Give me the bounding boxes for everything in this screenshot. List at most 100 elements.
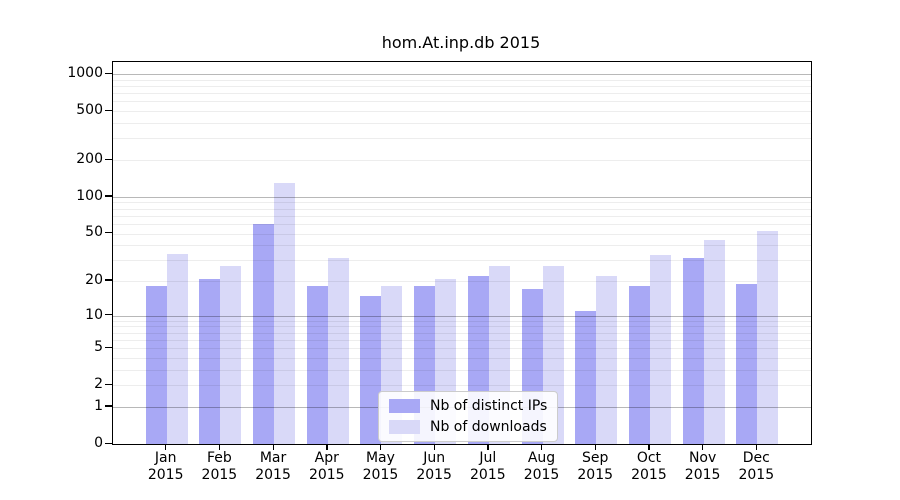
y-tick: [105, 383, 112, 385]
gridline-minor: [113, 260, 811, 262]
x-tick-year: 2015: [147, 467, 184, 483]
y-tick: [105, 109, 112, 111]
gridline-minor: [113, 138, 811, 140]
y-tick-label: 100: [76, 187, 103, 204]
y-tick: [105, 158, 112, 160]
x-tick: [648, 445, 650, 450]
y-tick: [105, 231, 112, 234]
bar-distinct-ips-jan: [145, 286, 167, 444]
x-tick-year: 2015: [577, 467, 614, 483]
bar-distinct-ips-dec: [736, 283, 758, 444]
gridline-major: [113, 315, 811, 317]
gridline-minor: [113, 93, 811, 95]
x-tick-label: Apr 2015: [295, 450, 359, 484]
x-tick-label: Jun 2015: [402, 450, 466, 484]
x-tick-year: 2015: [470, 467, 506, 483]
gridline-minor: [113, 357, 811, 359]
gridline-minor: [113, 233, 811, 235]
x-tick-label: Mar 2015: [241, 450, 305, 484]
x-tick-label: Jul 2015: [456, 450, 520, 484]
bar-distinct-ips-oct: [628, 286, 650, 444]
y-tick: [105, 405, 112, 407]
gridline-minor: [113, 326, 811, 328]
bar-downloads-nov: [703, 240, 725, 444]
y-tick-label: 5: [94, 339, 103, 356]
bar-downloads-feb: [220, 265, 242, 444]
x-tick-year: 2015: [684, 467, 721, 483]
legend-swatch-distinct-ips: [389, 399, 420, 413]
x-tick-label: Sep 2015: [563, 450, 627, 484]
x-tick-label: Dec 2015: [724, 450, 788, 484]
gridline-minor: [113, 369, 811, 371]
bar-distinct-ips-nov: [682, 258, 704, 444]
y-tick-label: 200: [76, 151, 103, 167]
gridline-minor: [113, 101, 811, 103]
gridline-minor: [113, 202, 811, 204]
y-tick: [105, 314, 112, 316]
bar-downloads-sep: [596, 276, 618, 444]
x-tick-year: 2015: [631, 467, 667, 483]
x-tick: [487, 445, 489, 450]
gridline-minor: [113, 339, 811, 341]
gridline-major: [113, 74, 811, 75]
bar-downloads-apr: [327, 258, 349, 444]
bar-downloads-jan: [166, 253, 188, 444]
bar-downloads-dec: [757, 231, 779, 444]
gridline-minor: [113, 348, 811, 350]
x-tick-label: Feb 2015: [187, 450, 251, 484]
legend-label: Nb of distinct IPs: [430, 398, 548, 414]
x-tick: [755, 445, 758, 450]
x-tick: [702, 445, 704, 450]
gridline-minor: [113, 160, 811, 161]
x-tick-year: 2015: [308, 467, 345, 483]
grid-layer: [113, 62, 811, 444]
y-tick-label: 0: [94, 435, 103, 451]
x-tick-label: May 2015: [348, 450, 412, 484]
x-tick-label: Oct 2015: [617, 450, 681, 484]
legend-item: Nb of downloads: [389, 419, 547, 435]
x-tick-label: Nov 2015: [671, 450, 735, 484]
x-tick-label: Aug 2015: [510, 450, 574, 484]
bar-distinct-ips-feb: [199, 278, 221, 444]
y-tick-label: 1: [94, 397, 103, 414]
x-tick: [165, 445, 167, 450]
x-tick: [326, 445, 328, 450]
x-tick-label: Jan 2015: [134, 450, 198, 484]
bar-distinct-ips-sep: [575, 310, 597, 444]
x-tick-year: 2015: [255, 467, 291, 483]
gridline-minor: [113, 223, 811, 225]
bar-distinct-ips-mar: [253, 223, 275, 444]
legend-item: Nb of distinct IPs: [389, 398, 547, 414]
y-tick-label: 2: [94, 376, 103, 393]
x-tick-year: 2015: [362, 467, 399, 483]
x-tick: [218, 445, 221, 450]
y-tick-label: 20: [85, 271, 103, 288]
bar-distinct-ips-apr: [306, 286, 328, 444]
plot-area: [112, 61, 812, 445]
legend: Nb of distinct IPs Nb of downloads: [378, 391, 559, 442]
x-tick: [594, 445, 597, 450]
legend-label: Nb of downloads: [430, 419, 547, 435]
y-tick: [105, 346, 112, 348]
x-tick-year: 2015: [523, 467, 560, 483]
gridline-minor: [113, 320, 811, 322]
x-tick: [272, 445, 274, 450]
bar-downloads-mar: [274, 182, 296, 444]
gridline-minor: [113, 208, 811, 210]
bar-distinct-ips-may: [360, 295, 382, 444]
gridline-minor: [113, 86, 811, 87]
gridline-major: [113, 196, 811, 198]
y-tick-label: 500: [76, 102, 103, 119]
x-tick: [433, 445, 435, 450]
gridline-minor: [113, 123, 811, 124]
y-tick: [105, 72, 112, 74]
bar-downloads-oct: [649, 255, 671, 444]
gridline-minor: [113, 79, 811, 81]
x-tick: [541, 445, 543, 450]
x-tick: [379, 445, 382, 450]
gridline-minor: [113, 281, 811, 282]
gridline-minor: [113, 111, 811, 113]
gridline-minor: [113, 245, 811, 247]
chart-title: hom.At.inp.db 2015: [381, 33, 541, 52]
